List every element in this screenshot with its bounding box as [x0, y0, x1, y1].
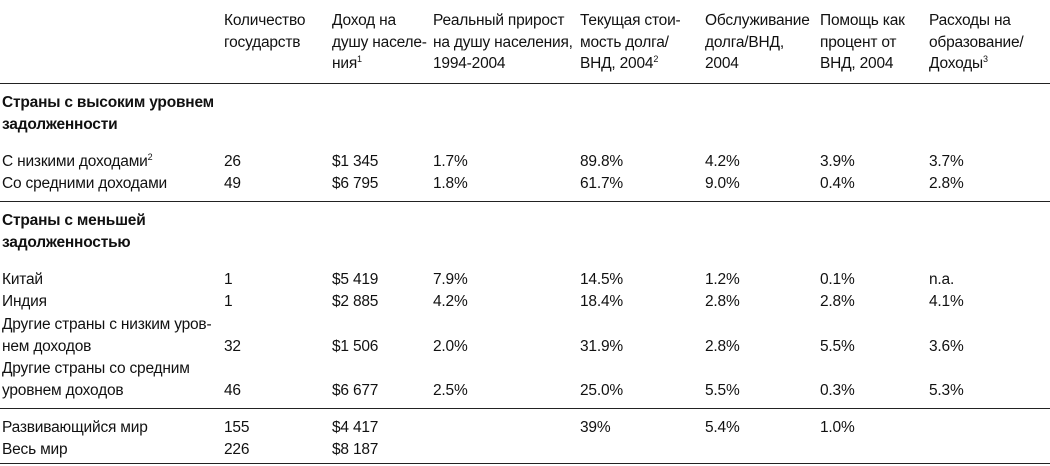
section-title-low-debt: Страны с меньшей задолженностью: [2, 212, 146, 251]
cell-income: $6 795: [332, 175, 379, 192]
cell-service: 5.5%: [705, 382, 740, 399]
divider-bottom: [0, 463, 1050, 464]
cell-growth: 2.0%: [433, 338, 468, 355]
cell-debt: 18.4%: [580, 293, 623, 310]
cell-count: 32: [224, 338, 241, 355]
cell-growth: 7.9%: [433, 271, 468, 288]
cell-growth: 4.2%: [433, 293, 468, 310]
cell-count: 1: [224, 293, 233, 310]
cell-service: 9.0%: [705, 175, 740, 192]
cell-income: $8 187: [332, 441, 379, 458]
cell-income: $1 345: [332, 153, 379, 170]
cell-edu: 3.6%: [929, 338, 964, 355]
row-label: Китай: [2, 271, 43, 288]
header-debt: Текущая стои- мость долга/ ВНД, 20042: [580, 12, 681, 72]
cell-income: $6 677: [332, 382, 379, 399]
cell-count: 49: [224, 175, 241, 192]
cell-service: 2.8%: [705, 293, 740, 310]
cell-income: $2 885: [332, 293, 379, 310]
cell-count: 46: [224, 382, 241, 399]
cell-income: $5 419: [332, 271, 379, 288]
row-label-line1: Другие страны с низким уров-: [2, 316, 212, 333]
cell-debt: 61.7%: [580, 175, 623, 192]
row-label-line1: Другие страны со средним: [2, 360, 190, 377]
cell-count: 226: [224, 441, 250, 458]
header-growth: Реальный прирост на душу населения, 1994…: [433, 12, 573, 72]
header-service: Обслуживание долга/ВНД, 2004: [705, 12, 810, 72]
row-label-line2: нем доходов: [2, 338, 92, 355]
cell-aid: 0.4%: [820, 175, 855, 192]
cell-service: 4.2%: [705, 153, 740, 170]
cell-count: 1: [224, 271, 233, 288]
cell-aid: 5.5%: [820, 338, 855, 355]
divider-header: [0, 83, 1050, 84]
cell-service: 5.4%: [705, 419, 740, 436]
cell-debt: 14.5%: [580, 271, 623, 288]
section-title-high-debt: Страны с высоким уровнем задолженности: [2, 94, 214, 133]
cell-edu: 3.7%: [929, 153, 964, 170]
cell-edu: n.a.: [929, 271, 955, 288]
cell-edu: 4.1%: [929, 293, 964, 310]
cell-edu: 2.8%: [929, 175, 964, 192]
row-label: Со средними доходами: [2, 175, 167, 192]
header-aid: Помощь как процент от ВНД, 2004: [820, 12, 905, 72]
cell-service: 1.2%: [705, 271, 740, 288]
cell-debt: 89.8%: [580, 153, 623, 170]
cell-income: $4 417: [332, 419, 379, 436]
row-label: Индия: [2, 293, 47, 310]
cell-count: 155: [224, 419, 250, 436]
row-label: С низкими доходами2: [2, 152, 153, 171]
cell-income: $1 506: [332, 338, 379, 355]
cell-count: 26: [224, 153, 241, 170]
cell-aid: 0.1%: [820, 271, 855, 288]
cell-aid: 0.3%: [820, 382, 855, 399]
cell-service: 2.8%: [705, 338, 740, 355]
header-count: Количество государств: [224, 12, 306, 51]
cell-debt: 39%: [580, 419, 611, 436]
cell-aid: 3.9%: [820, 153, 855, 170]
cell-debt: 25.0%: [580, 382, 623, 399]
cell-aid: 1.0%: [820, 419, 855, 436]
header-edu: Расходы на образование/ Доходы3: [929, 12, 1024, 72]
cell-aid: 2.8%: [820, 293, 855, 310]
cell-growth: 1.7%: [433, 153, 468, 170]
cell-debt: 31.9%: [580, 338, 623, 355]
cell-growth: 1.8%: [433, 175, 468, 192]
row-label-line2: уровнем доходов: [2, 382, 124, 399]
divider-section-2: [0, 408, 1050, 409]
divider-section-1: [0, 201, 1050, 202]
row-label: Развивающийся мир: [2, 419, 148, 436]
row-label: Весь мир: [2, 441, 68, 458]
cell-growth: 2.5%: [433, 382, 468, 399]
cell-edu: 5.3%: [929, 382, 964, 399]
header-income: Доход на душу населе- ния1: [332, 12, 427, 72]
